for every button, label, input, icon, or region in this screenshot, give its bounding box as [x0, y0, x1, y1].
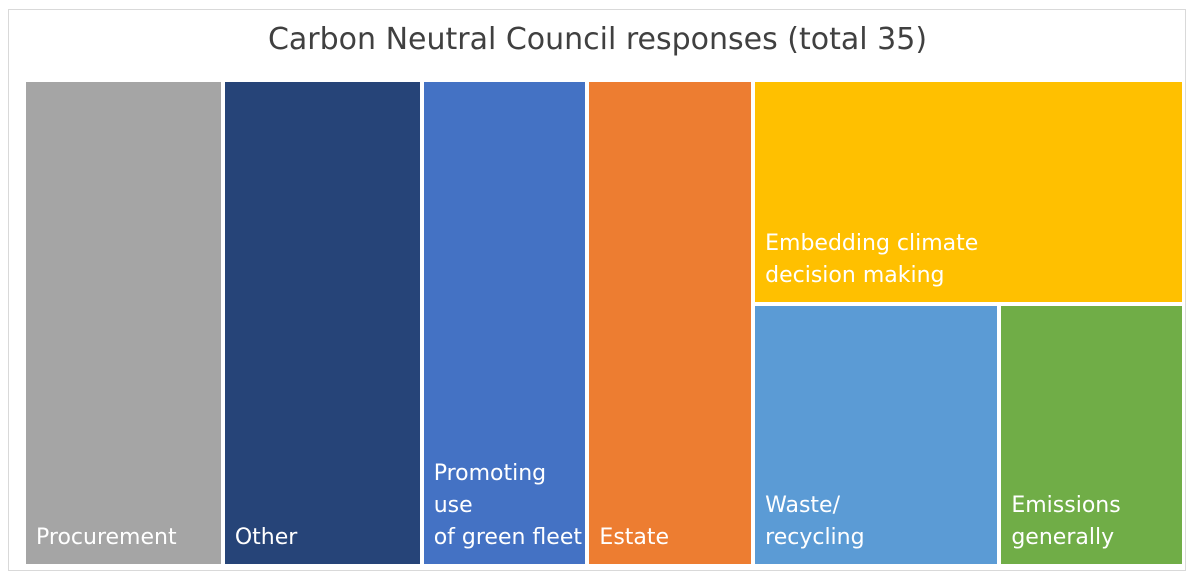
- tile-label-estate: Estate: [599, 525, 670, 550]
- tile-other: Other: [224, 82, 420, 564]
- tile-label-waste-recycling: Waste/ recycling: [765, 492, 865, 550]
- tile-estate: Estate: [589, 82, 752, 564]
- tile-label-embedding-climate-decision-making: Embedding climate decision making: [765, 231, 979, 289]
- chart-title: Carbon Neutral Council responses (total …: [267, 22, 928, 57]
- tile-label-procurement: Procurement: [36, 525, 177, 550]
- tile-label-emissions-generally: Emissions generally: [1011, 492, 1121, 550]
- tile-procurement: Procurement: [26, 82, 221, 564]
- tile-promoting-use-of-green-fleet: Promoting use of green fleet: [423, 82, 586, 564]
- tile-label-other: Other: [234, 525, 298, 550]
- tile-emissions-generally: Emissions generally: [1001, 306, 1182, 564]
- tile-embedding-climate-decision-making: Embedding climate decision making: [755, 82, 1182, 303]
- tile-waste-recycling: Waste/ recycling: [755, 306, 998, 564]
- tile-label-promoting-use-of-green-fleet: Promoting use of green fleet: [433, 461, 582, 550]
